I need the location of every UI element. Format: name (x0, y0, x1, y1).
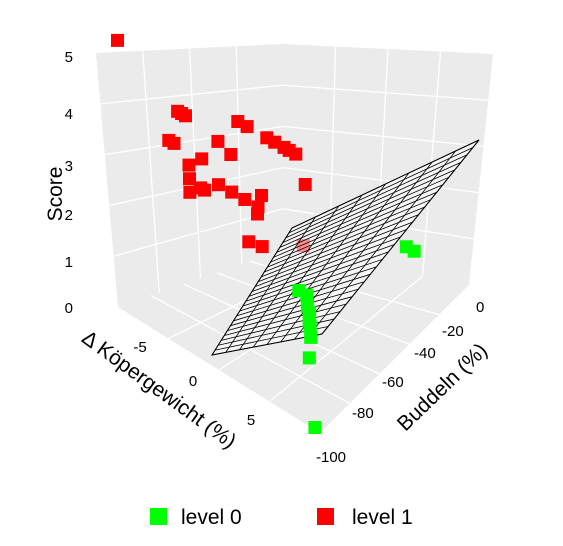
surface-mesh-line (266, 183, 386, 345)
x-tick-label: -5 (133, 339, 146, 356)
data-point-level0 (303, 319, 317, 333)
x-axis-ticks: -5 0 5 (133, 339, 255, 429)
x-tick-label: 5 (247, 412, 255, 429)
surface-mesh-line (307, 150, 456, 337)
z-tick-label: 5 (65, 49, 73, 66)
legend-label-level0: level 0 (181, 506, 242, 529)
data-point-level1 (238, 193, 252, 206)
data-point-level1 (298, 178, 312, 191)
data-point-level1 (289, 147, 303, 161)
data-point-level1 (224, 148, 238, 161)
y-tick-label: -40 (414, 345, 436, 362)
data-point-level1 (111, 33, 124, 47)
data-point-level1 (198, 183, 211, 197)
data-point-level0 (304, 330, 318, 344)
points-front (292, 240, 421, 434)
data-point-level1 (242, 235, 256, 249)
z-tick-label: 0 (65, 300, 73, 317)
data-point-level1 (182, 158, 196, 172)
z-tick-label: 2 (65, 207, 73, 224)
y-tick-label: -60 (382, 374, 404, 391)
data-point-level1 (255, 240, 269, 254)
y-tick-label: -100 (316, 449, 346, 466)
surface-mesh-line (321, 139, 480, 335)
surface-mesh-line (280, 172, 410, 343)
data-point-level1 (167, 136, 181, 150)
data-point-level1 (195, 152, 209, 166)
legend-swatch-level0 (150, 508, 167, 525)
data-point-level0 (300, 288, 314, 302)
y-tick-label: -80 (352, 405, 374, 422)
surface-mesh-line (239, 205, 340, 350)
data-point-level1 (240, 120, 254, 134)
data-point-level1 (212, 178, 225, 192)
points-back (111, 33, 312, 254)
gridline (235, 46, 243, 265)
gridline (142, 50, 160, 293)
y-tick-label: -20 (442, 323, 464, 340)
legend-swatch-level1 (317, 508, 334, 525)
y-axis-title: Buddeln (%) (393, 339, 492, 436)
z-axis-title: Score (44, 167, 67, 222)
surface-mesh-line (252, 194, 363, 348)
data-point-level1 (255, 189, 268, 202)
regression-surface (210, 139, 480, 356)
data-point-level1 (183, 185, 197, 199)
z-tick-label: 3 (65, 158, 73, 175)
x-tick-label: 0 (189, 373, 197, 390)
z-axis-ticks: 0 1 2 3 4 5 (65, 49, 73, 317)
data-point-level0 (308, 421, 322, 434)
y-tick-label: 0 (476, 299, 484, 316)
surface-mesh-line (225, 216, 316, 353)
legend: level 0 level 1 (150, 506, 413, 529)
data-point-level0 (407, 244, 421, 258)
floor (118, 250, 469, 433)
z-tick-label: 1 (65, 254, 73, 271)
gridline (269, 275, 423, 403)
legend-label-level1: level 1 (352, 506, 413, 529)
data-point-level1 (225, 185, 239, 199)
data-point-level0 (302, 351, 316, 365)
data-point-level1 (251, 207, 264, 221)
surface-mesh-line (294, 161, 433, 340)
gridline (150, 295, 351, 404)
data-point-level1 (179, 109, 192, 123)
data-point-level1 (183, 172, 196, 186)
surface-mesh-line (211, 227, 293, 356)
data-point-level1 (211, 134, 225, 148)
z-tick-label: 4 (65, 106, 73, 123)
y-axis-ticks: 0 -20 -40 -60 -80 -100 (316, 299, 484, 466)
